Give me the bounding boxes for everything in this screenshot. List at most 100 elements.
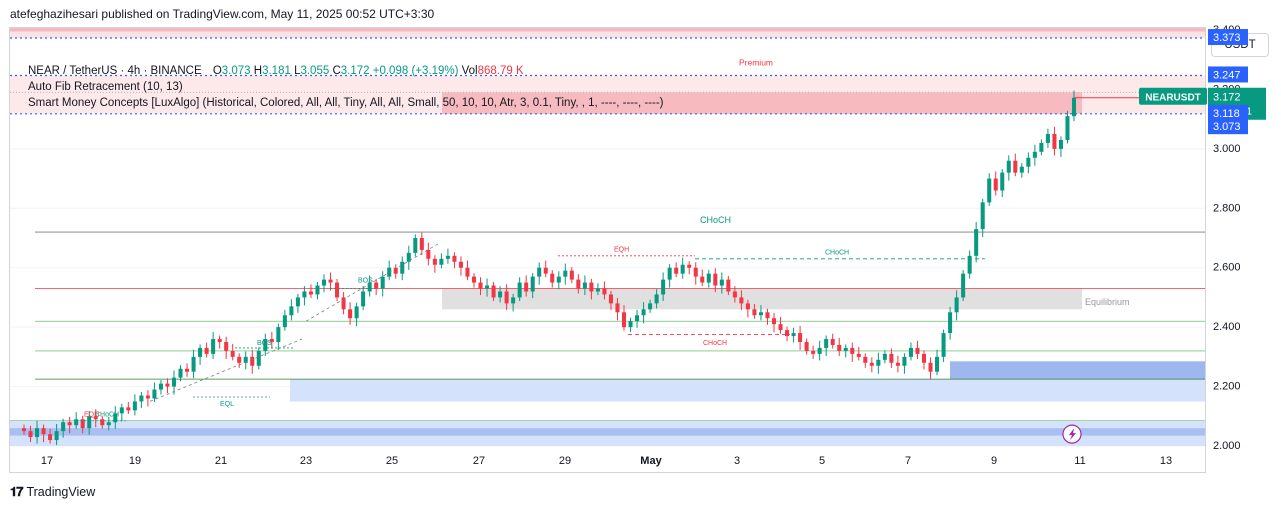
candle-body: [1045, 134, 1050, 143]
candle-body: [256, 350, 261, 366]
candle-body: [987, 178, 992, 203]
candle-body: [445, 255, 450, 259]
candle-body: [276, 327, 281, 342]
candle-body: [524, 282, 529, 292]
legend-high: 3.181: [262, 65, 291, 77]
candle-body: [250, 356, 255, 366]
candle-body: [335, 282, 340, 298]
equilibrium-box: [442, 288, 1082, 310]
candle-body: [374, 282, 379, 289]
indicator-fib-label[interactable]: Auto Fib Retracement (10, 13): [28, 81, 183, 93]
premium-label: Premium: [739, 58, 773, 68]
legend-close-label: C: [332, 65, 341, 77]
candle-body: [504, 291, 509, 304]
candle-body: [61, 422, 66, 432]
candle-body: [563, 270, 568, 277]
candle-body: [693, 267, 698, 277]
candle-body: [113, 413, 118, 423]
candle-body: [452, 255, 457, 262]
price-label-box: [1208, 66, 1248, 83]
candle-body: [882, 353, 887, 360]
candle-body: [967, 255, 972, 274]
legend-low: 3.055: [300, 65, 330, 77]
candle-body: [1052, 134, 1057, 149]
candle-body: [269, 339, 274, 342]
discount-zone: [290, 379, 1205, 402]
choch-label: CHoCH: [700, 215, 731, 225]
candle-body: [602, 288, 607, 295]
candle-body: [426, 249, 431, 259]
countdown-label: 02:37:51: [1213, 107, 1252, 118]
price-label-box: [1208, 104, 1248, 121]
candle-body: [328, 279, 333, 283]
legend-symbol[interactable]: NEAR / TetherUS · 4h · BINANCE: [28, 65, 202, 77]
candle-body: [1039, 142, 1044, 152]
candle-body: [471, 276, 477, 283]
candle-body: [961, 273, 966, 298]
eqh-label: EQH: [614, 246, 629, 253]
candle-body: [432, 258, 437, 265]
legend-open: 3.073: [221, 65, 251, 77]
candle-body: [856, 353, 861, 357]
candle-body: [406, 252, 411, 262]
candle-body: [211, 339, 216, 354]
tradingview-brand: 𝟏𝟕 TradingView: [10, 484, 95, 500]
candle-body: [550, 273, 555, 283]
candle-body: [778, 324, 783, 331]
candle-body: [680, 264, 685, 274]
candle-body: [367, 282, 372, 292]
candle-body: [915, 347, 920, 354]
candle-body: [1071, 97, 1077, 117]
candle-body: [439, 258, 444, 265]
currency-button[interactable]: USDT: [1211, 33, 1269, 57]
y-tick-label: 2.800: [1213, 202, 1241, 214]
candle-body: [537, 267, 542, 277]
choch-label: CHoCH: [95, 411, 119, 418]
candle-body: [621, 312, 627, 328]
candle-body: [400, 261, 405, 274]
candle-body: [28, 431, 33, 438]
candle-body: [185, 368, 190, 372]
candle-body: [511, 297, 516, 304]
candle-body: [498, 291, 503, 298]
candle-body: [876, 359, 881, 366]
candle-body: [687, 264, 692, 268]
candle-body: [641, 309, 646, 316]
price-label: 3.247: [1213, 69, 1241, 81]
price-chart[interactable]: PremiumEquilibriumCHoCHCHoCHCHoCHEQHBOSB…: [10, 28, 1205, 472]
candle-body: [485, 285, 490, 289]
bos-label: BOS: [358, 278, 373, 285]
candle-body: [713, 273, 718, 286]
y-tick-label: 3.200: [1213, 83, 1241, 95]
legend-open-label: O: [212, 65, 222, 77]
candle-body: [543, 267, 548, 274]
candle-body: [191, 356, 196, 372]
candle-body: [569, 270, 574, 280]
candle-body: [48, 434, 53, 441]
price-label-box: [1208, 118, 1248, 135]
legend-volume-label: Vol: [461, 65, 478, 77]
chart-pane[interactable]: Premium Equilibrium CHoCH CHoCH CHoCH EQH BOS B…: [9, 27, 1206, 473]
legend-volume: 868.79 K: [477, 65, 524, 77]
candle-body: [302, 291, 307, 298]
candle-body: [837, 344, 842, 351]
candle-body: [321, 279, 327, 286]
legend-high-label: H: [253, 65, 263, 77]
eql-label: EQL: [220, 401, 234, 408]
candle-body: [517, 282, 522, 298]
candle-body: [1058, 139, 1063, 149]
candle-body: [628, 321, 633, 328]
indicator-smc-label[interactable]: Smart Money Concepts [LuxAlgo] (Historic…: [28, 97, 664, 109]
candle-body: [165, 383, 170, 387]
candle-body: [785, 330, 790, 337]
premium-band-zone: [10, 31, 1205, 39]
candle-body: [308, 291, 313, 295]
candle-body: [93, 416, 98, 420]
candle-body: [667, 267, 672, 280]
candle-body: [595, 288, 600, 292]
candle-body: [648, 303, 653, 310]
legend-close: 3.172: [340, 65, 370, 77]
candle-body: [654, 294, 659, 304]
candle-body: [217, 339, 222, 342]
candle-body: [361, 291, 366, 307]
